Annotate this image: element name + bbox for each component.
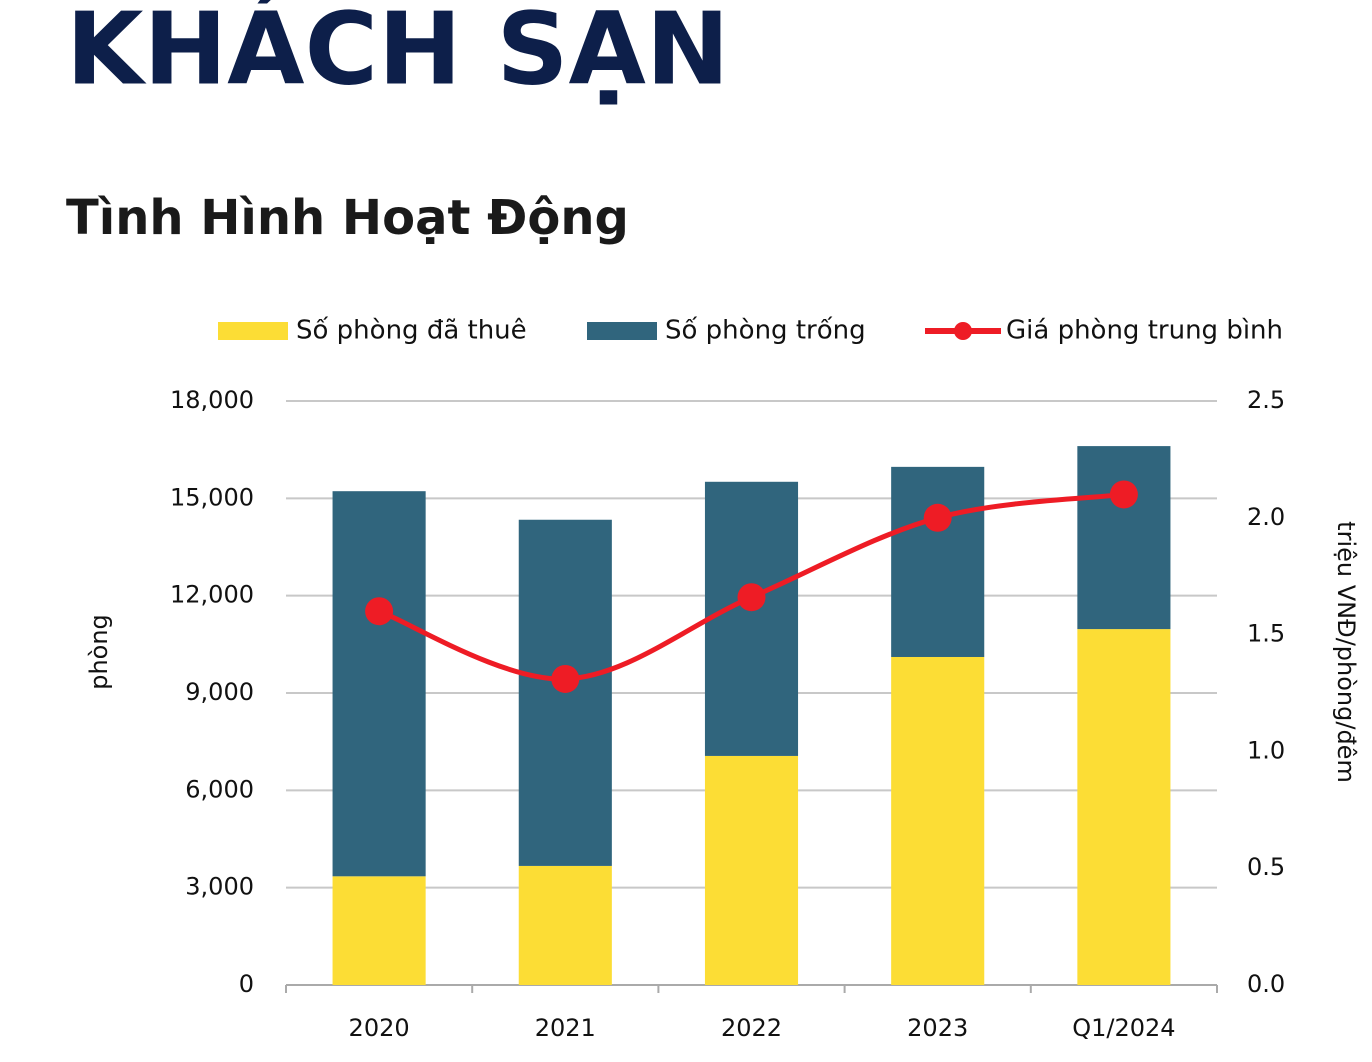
y2-axis-title: triệu VNĐ/phòng/đêm bbox=[1332, 521, 1360, 783]
legend-swatch bbox=[218, 322, 288, 340]
line-marker bbox=[1109, 480, 1138, 509]
bar bbox=[332, 876, 426, 985]
x-tick-label: 2020 bbox=[349, 1014, 410, 1042]
y2-tick-label: 2.0 bbox=[1247, 503, 1285, 531]
legend-label: Số phòng đã thuê bbox=[296, 316, 527, 346]
legend-marker bbox=[954, 322, 972, 340]
line-marker bbox=[737, 583, 766, 612]
legend-swatch bbox=[587, 322, 657, 340]
y2-tick-label: 1.5 bbox=[1247, 620, 1285, 648]
y-tick-label: 6,000 bbox=[185, 775, 254, 803]
line-marker bbox=[365, 597, 394, 626]
bar bbox=[332, 491, 426, 877]
bar bbox=[704, 755, 799, 985]
x-tick-label: 2023 bbox=[907, 1014, 968, 1042]
y2-tick-label: 2.5 bbox=[1247, 386, 1285, 414]
y-tick-label: 9,000 bbox=[185, 678, 254, 706]
legend-label: Giá phòng trung bình bbox=[1006, 316, 1283, 346]
y-tick-label: 18,000 bbox=[170, 386, 254, 414]
chart-subtitle: Tình Hình Hoạt Động bbox=[66, 190, 629, 246]
line-marker bbox=[923, 503, 952, 532]
y2-tick-label: 0.5 bbox=[1247, 853, 1285, 881]
page-title: KHÁCH SẠN bbox=[66, 0, 730, 107]
bar bbox=[1077, 446, 1171, 630]
bar bbox=[518, 865, 612, 985]
bar bbox=[891, 656, 985, 985]
y-axis-title: phòng bbox=[85, 614, 113, 690]
x-tick-label: 2022 bbox=[721, 1014, 782, 1042]
y-tick-label: 15,000 bbox=[170, 483, 254, 511]
legend-label: Số phòng trống bbox=[665, 316, 866, 346]
y-tick-label: 3,000 bbox=[185, 873, 254, 901]
y2-tick-label: 1.0 bbox=[1247, 736, 1285, 764]
y2-tick-label: 0.0 bbox=[1247, 970, 1285, 998]
line-marker bbox=[551, 664, 580, 693]
bar bbox=[704, 481, 799, 756]
bar bbox=[891, 466, 985, 657]
bar bbox=[1077, 629, 1171, 985]
y-tick-label: 0 bbox=[239, 970, 254, 998]
x-tick-label: Q1/2024 bbox=[1072, 1014, 1175, 1042]
x-tick-label: 2021 bbox=[535, 1014, 596, 1042]
y-tick-label: 12,000 bbox=[170, 581, 254, 609]
